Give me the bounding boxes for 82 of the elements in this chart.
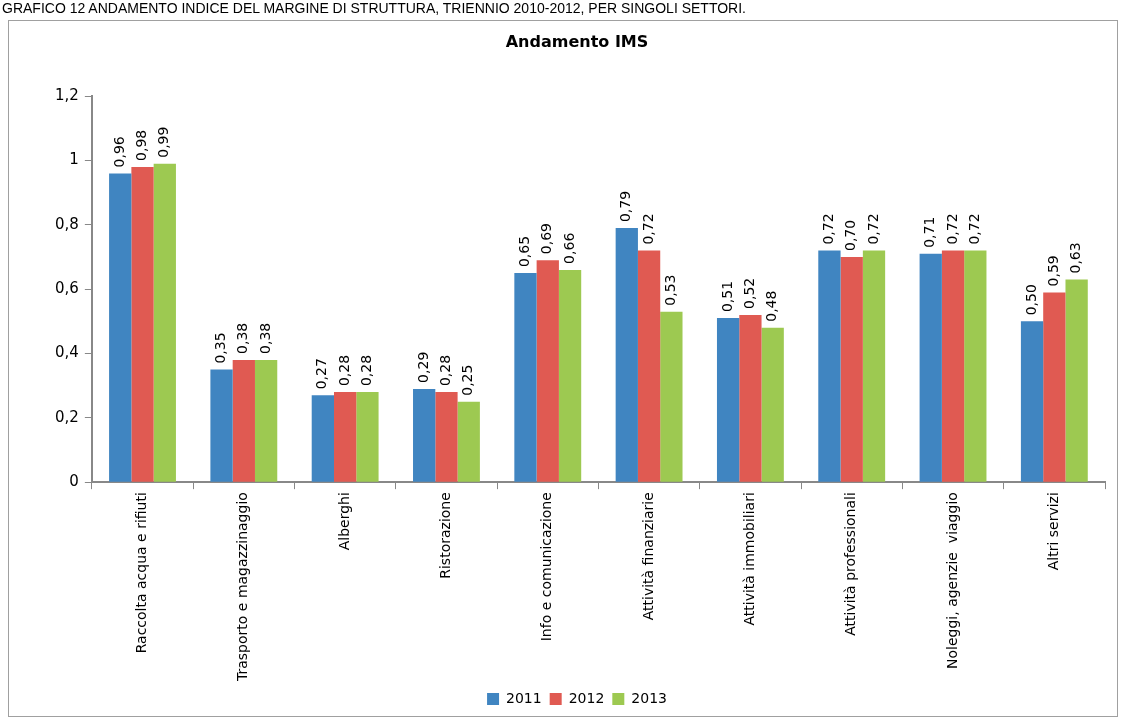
- data-label: 0,66: [560, 232, 577, 264]
- data-label: 0,70: [842, 219, 859, 252]
- bar: [109, 173, 132, 482]
- data-label: 0,29: [414, 351, 431, 383]
- data-label: 0,35: [212, 332, 229, 364]
- bar: [210, 369, 233, 482]
- bar: [254, 359, 278, 482]
- bar: [131, 166, 154, 482]
- bar: [153, 163, 176, 482]
- bar: [941, 250, 965, 482]
- data-label: 0,72: [965, 213, 982, 245]
- bar: [1043, 292, 1066, 482]
- bar: [818, 250, 841, 482]
- bar: [413, 388, 436, 482]
- bar: [1065, 279, 1088, 482]
- data-label: 0,38: [256, 322, 273, 354]
- data-label: 0,52: [741, 277, 758, 309]
- data-label: 0,72: [820, 213, 837, 245]
- x-tick-label: Attività immobiliari: [741, 492, 758, 626]
- data-label: 0,48: [763, 290, 780, 322]
- data-label: 0,25: [459, 364, 476, 396]
- bar: [435, 392, 458, 482]
- data-label: 0,69: [538, 223, 555, 255]
- x-tick-label: Attività finanziarie: [639, 492, 656, 621]
- x-tick-label: Attività professionali: [842, 492, 859, 636]
- x-tick-label: Alberghi: [335, 492, 352, 551]
- data-label: 0,72: [864, 213, 881, 245]
- y-tick-label: 0,4: [55, 343, 79, 362]
- legend-label: 2013: [631, 689, 667, 706]
- data-label: 0,71: [921, 216, 938, 248]
- data-label: 0,72: [943, 213, 960, 245]
- data-label: 0,50: [1022, 284, 1039, 316]
- data-label: 0,65: [516, 235, 533, 268]
- data-label: 0,99: [155, 126, 172, 158]
- bar: [457, 401, 480, 482]
- bar: [615, 228, 638, 482]
- legend-label: 2011: [506, 689, 542, 706]
- x-tick-label: Raccolta acqua e rifiuti: [133, 492, 150, 654]
- x-tick-label: Noleggi, agenzie viaggio: [943, 492, 960, 669]
- data-label: 0,28: [358, 354, 375, 387]
- bar: [862, 250, 886, 482]
- data-label: 0,27: [313, 358, 330, 390]
- bar: [232, 359, 255, 482]
- data-label: 0,53: [662, 274, 679, 306]
- y-tick-label: 1,2: [55, 86, 79, 105]
- bar: [761, 327, 784, 482]
- data-label: 0,51: [718, 280, 735, 313]
- data-label: 0,38: [234, 322, 251, 354]
- bar: [660, 311, 683, 482]
- bar: [637, 250, 661, 482]
- y-tick-label: 0,8: [55, 214, 79, 233]
- bar: [1020, 321, 1044, 482]
- bar: [840, 257, 863, 482]
- data-label: 0,28: [335, 354, 352, 387]
- x-tick-label: Trasporto e magazzinaggio: [234, 492, 251, 683]
- bar: [536, 260, 559, 482]
- bar: [514, 273, 537, 482]
- legend-label: 2012: [568, 689, 605, 706]
- bar: [964, 250, 987, 482]
- data-label: 0,98: [133, 129, 150, 161]
- data-label: 0,79: [617, 190, 634, 223]
- x-tick-label: Altri servizi: [1044, 492, 1061, 571]
- text: GRAFICO 12 ANDAMENTO INDICE DEL MARGINE DI STRUTTURA, TRIENNIO 2010-2012, PER SINGOLI SETTORI.: [2, 0, 746, 16]
- bar: [334, 392, 357, 482]
- data-label: 0,28: [437, 354, 454, 387]
- bar: [919, 253, 942, 482]
- bar: [311, 395, 334, 482]
- y-tick-label: 0: [69, 472, 79, 491]
- bar: [356, 392, 379, 482]
- data-label: 0,72: [639, 213, 656, 245]
- chart-title: Andamento IMS: [505, 31, 649, 51]
- y-tick-label: 0,2: [55, 407, 79, 426]
- bar: [716, 318, 740, 482]
- x-tick-label: Ristorazione: [437, 492, 454, 579]
- data-label: 0,63: [1067, 242, 1084, 274]
- data-label: 0,96: [110, 136, 127, 168]
- x-tick-label: Info e comunicazione: [538, 492, 555, 642]
- y-tick-label: 0,6: [55, 279, 79, 298]
- data-label: 0,59: [1044, 255, 1061, 287]
- y-tick-label: 1: [69, 150, 79, 169]
- bar: [739, 314, 762, 482]
- bar: [558, 269, 582, 482]
